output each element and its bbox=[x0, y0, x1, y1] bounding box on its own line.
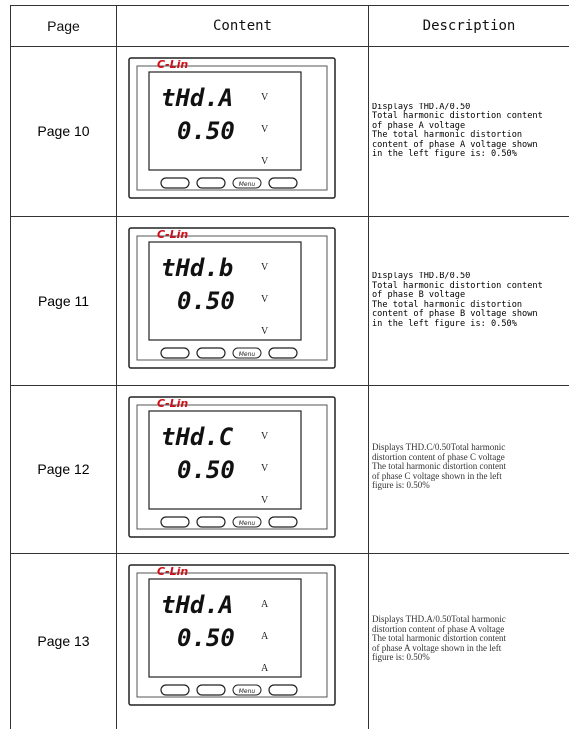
menu-button bbox=[232, 177, 262, 189]
screen bbox=[148, 241, 302, 341]
page-label: Page 12 bbox=[37, 461, 90, 477]
unit: V bbox=[261, 495, 269, 506]
description-line: Displays THD.C/0.50Total harmonic bbox=[372, 443, 506, 452]
button bbox=[196, 516, 226, 528]
display-line-2: 0.50 bbox=[177, 624, 235, 652]
header-content: Content bbox=[212, 17, 272, 34]
display-line-2: 0.50 bbox=[177, 456, 235, 484]
description-line: The total harmonic distortion bbox=[372, 130, 523, 140]
unit: A bbox=[261, 663, 269, 674]
button bbox=[268, 347, 298, 359]
device-bezel bbox=[136, 235, 328, 361]
header-description: Description bbox=[422, 17, 516, 34]
display-line-1: tHd.A bbox=[161, 84, 233, 112]
description-line: in the left figure is: 0.50% bbox=[372, 318, 517, 329]
description-line: distortion content of phase A voltage bbox=[372, 623, 505, 634]
brand: C-Lin bbox=[157, 565, 188, 578]
description-line: figure is: 0.50% bbox=[372, 480, 430, 490]
column-border bbox=[116, 5, 117, 729]
description-line: of phase B voltage bbox=[372, 290, 466, 300]
button bbox=[160, 684, 190, 696]
unit: V bbox=[261, 463, 269, 474]
unit: A bbox=[261, 599, 269, 610]
description: Displays THD.A/0.50Total harmonic distort… bbox=[372, 615, 569, 663]
description-line: figure is: 0.50% bbox=[372, 652, 430, 662]
description: Displays THD.C/0.50Total harmonic distort… bbox=[372, 443, 569, 491]
button bbox=[196, 684, 226, 696]
screen bbox=[148, 578, 302, 678]
brand: C-Lin bbox=[157, 58, 188, 71]
row-border bbox=[10, 553, 569, 554]
description-line: Total harmonic distortion content bbox=[372, 280, 543, 291]
device: C-Lin tHd.A 0.50 A A A Menu bbox=[128, 564, 336, 706]
description-line: The total harmonic distortion bbox=[372, 299, 523, 310]
unit: V bbox=[261, 156, 269, 167]
header-page: Page bbox=[47, 17, 80, 34]
description-line: of phase A voltage bbox=[372, 120, 466, 131]
menu-button bbox=[232, 684, 262, 696]
device: C-Lin tHd.b 0.50 V V V Menu bbox=[128, 227, 336, 369]
button bbox=[268, 177, 298, 189]
button bbox=[160, 347, 190, 359]
page-label: Page 11 bbox=[37, 292, 90, 309]
description-line: of phase C voltage shown in the left bbox=[372, 470, 502, 481]
device-bezel bbox=[136, 572, 328, 698]
brand: C-Lin bbox=[157, 397, 188, 410]
description-line: distortion content of phase C voltage bbox=[372, 451, 505, 462]
button bbox=[196, 347, 226, 359]
page-label: Page 13 bbox=[37, 633, 90, 649]
description-line: of phase A voltage shown in the left bbox=[372, 642, 502, 653]
display-line-1: tHd.C bbox=[161, 423, 234, 451]
description: Displays THD.B/0.50 Total harmonic distor… bbox=[372, 272, 569, 329]
description-line: The total harmonic distortion content bbox=[372, 633, 506, 643]
display-line-2: 0.50 bbox=[177, 287, 235, 315]
button bbox=[160, 516, 190, 528]
unit: V bbox=[261, 124, 269, 135]
row-border bbox=[10, 46, 569, 47]
column-border bbox=[368, 5, 369, 729]
brand: C-Lin bbox=[157, 228, 188, 241]
row-border bbox=[10, 5, 569, 6]
button bbox=[196, 177, 226, 189]
device-bezel bbox=[136, 404, 328, 530]
description-line: The total harmonic distortion content bbox=[372, 461, 506, 471]
unit: V bbox=[261, 92, 269, 103]
menu-label: Menu bbox=[239, 688, 256, 695]
unit: V bbox=[261, 431, 269, 442]
description-line: Displays THD.B/0.50 bbox=[372, 272, 471, 281]
unit: V bbox=[261, 262, 269, 273]
menu-button bbox=[232, 516, 262, 528]
menu-label: Menu bbox=[239, 181, 256, 188]
display-line-1: tHd.b bbox=[161, 254, 233, 282]
device-bezel bbox=[136, 65, 328, 191]
row-border bbox=[10, 385, 569, 386]
display-line-2: 0.50 bbox=[177, 117, 235, 145]
column-border bbox=[10, 5, 11, 729]
unit: V bbox=[261, 326, 269, 337]
description-line: Displays THD.A/0.50 bbox=[372, 102, 471, 112]
button bbox=[268, 516, 298, 528]
page-label: Page 10 bbox=[37, 123, 90, 139]
row-border bbox=[10, 216, 569, 217]
description-line: content of phase A voltage shown bbox=[372, 139, 538, 150]
menu-label: Menu bbox=[239, 520, 256, 527]
description: Displays THD.A/0.50 Total harmonic distor… bbox=[372, 103, 569, 160]
unit: A bbox=[261, 631, 269, 642]
menu-button bbox=[232, 347, 262, 359]
button bbox=[160, 177, 190, 189]
device: C-Lin tHd.A 0.50 V V V Menu bbox=[128, 57, 336, 199]
unit: V bbox=[261, 294, 269, 305]
description-line: Total harmonic distortion content bbox=[372, 111, 543, 121]
button bbox=[268, 684, 298, 696]
description-line: content of phase B voltage shown bbox=[372, 309, 538, 319]
device: C-Lin tHd.C 0.50 V V V Menu bbox=[128, 396, 336, 538]
display-line-1: tHd.A bbox=[161, 591, 233, 619]
screen bbox=[148, 410, 302, 510]
description-line: Displays THD.A/0.50Total harmonic bbox=[372, 615, 506, 624]
screen bbox=[148, 71, 302, 171]
description-line: in the left figure is: 0.50% bbox=[372, 149, 517, 159]
menu-label: Menu bbox=[239, 351, 256, 358]
